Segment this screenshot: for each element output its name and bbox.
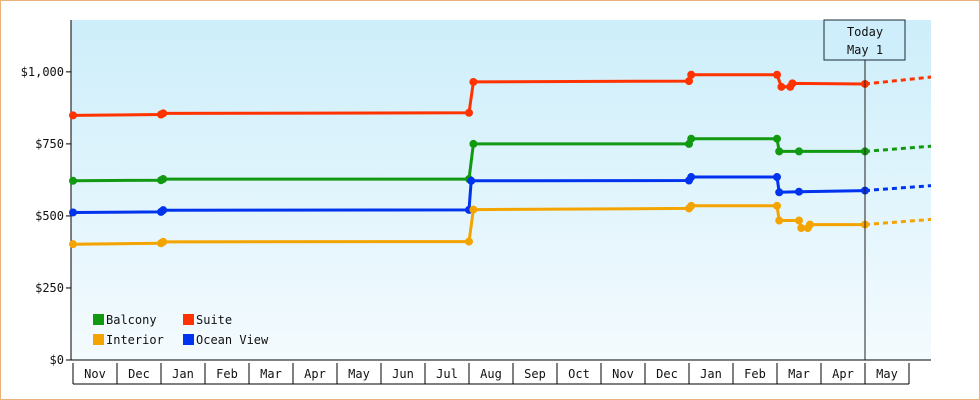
data-point-interior bbox=[806, 220, 814, 229]
x-tick-label: Jan bbox=[172, 367, 194, 381]
y-tick-label: $500 bbox=[35, 209, 64, 223]
today-marker: Today May 1 bbox=[823, 19, 906, 360]
data-point-ocean-view bbox=[69, 208, 77, 217]
x-axis: Nov Dec Jan Feb Mar Apr May Jun Jul Aug Sep Oct Nov D… bbox=[71, 359, 931, 385]
y-tick-label: $250 bbox=[35, 281, 64, 295]
data-point-interior bbox=[773, 201, 781, 210]
x-tick-label: Nov bbox=[84, 367, 106, 381]
data-point-suite bbox=[69, 111, 77, 120]
x-tick-label: Mar bbox=[788, 367, 810, 381]
today-box bbox=[823, 19, 906, 61]
x-tick-label: Dec bbox=[128, 367, 150, 381]
x-tick-label: Apr bbox=[832, 367, 854, 381]
legend: Balcony Suite Interior Ocean View bbox=[93, 313, 269, 347]
data-point-ocean-view bbox=[795, 187, 803, 196]
x-tick-label: Oct bbox=[568, 367, 590, 381]
data-point-interior bbox=[469, 205, 478, 214]
legend-swatch-interior bbox=[93, 334, 104, 345]
y-tick-label: $0 bbox=[50, 353, 64, 367]
x-tick-label: Mar bbox=[260, 367, 282, 381]
data-point-suite bbox=[465, 108, 473, 117]
x-tick-label: Aug bbox=[480, 367, 502, 381]
data-point-suite bbox=[773, 70, 781, 79]
legend-swatch-ocean-view bbox=[183, 334, 194, 345]
data-point-suite bbox=[685, 77, 693, 86]
data-point-balcony bbox=[469, 139, 478, 148]
x-tick-label: Jul bbox=[436, 367, 458, 381]
data-point-ocean-view bbox=[775, 188, 784, 197]
legend-swatch-balcony bbox=[93, 314, 104, 325]
data-point-balcony bbox=[687, 134, 696, 143]
data-point-interior bbox=[775, 216, 784, 225]
data-point-interior bbox=[69, 240, 77, 249]
data-point-interior bbox=[465, 237, 473, 246]
legend-label-interior: Interior bbox=[106, 333, 164, 347]
data-point-balcony bbox=[159, 175, 168, 184]
data-point-ocean-view bbox=[687, 173, 696, 182]
y-tick-label: $1,000 bbox=[21, 65, 64, 79]
today-date: May 1 bbox=[847, 43, 883, 57]
series-layer bbox=[69, 70, 932, 249]
legend-swatch-suite bbox=[183, 314, 194, 325]
data-point-suite bbox=[469, 77, 478, 86]
x-tick-label: Sep bbox=[524, 367, 546, 381]
data-point-balcony bbox=[795, 147, 803, 156]
x-tick-label: May bbox=[348, 367, 370, 381]
forecast-line-interior bbox=[864, 217, 932, 227]
x-tick-label: May bbox=[876, 367, 898, 381]
y-axis: $0 $250 $500 $750 $1,000 bbox=[21, 20, 72, 367]
data-point-interior bbox=[795, 216, 803, 225]
x-tick-label: Dec bbox=[656, 367, 678, 381]
x-tick-label: Feb bbox=[216, 367, 238, 381]
x-tick-label: Feb bbox=[744, 367, 766, 381]
data-point-ocean-view bbox=[467, 176, 476, 185]
forecast-line-ocean-view bbox=[864, 184, 932, 193]
data-point-interior bbox=[797, 224, 806, 233]
y-tick-label: $750 bbox=[35, 137, 64, 151]
data-point-interior bbox=[687, 201, 696, 210]
x-tick-label: Jan bbox=[700, 367, 722, 381]
forecast-line-suite bbox=[864, 75, 932, 86]
forecast-line-balcony bbox=[864, 144, 932, 153]
x-tick-label: Nov bbox=[612, 367, 634, 381]
data-point-suite bbox=[777, 82, 786, 91]
data-point-ocean-view bbox=[773, 173, 781, 182]
plot-background bbox=[71, 20, 931, 360]
data-point-suite bbox=[788, 79, 797, 88]
x-tick-label: Jun bbox=[392, 367, 414, 381]
data-point-ocean-view bbox=[159, 206, 168, 215]
legend-label-balcony: Balcony bbox=[106, 313, 157, 327]
legend-label-suite: Suite bbox=[196, 313, 232, 327]
today-label: Today bbox=[847, 25, 883, 39]
data-point-balcony bbox=[69, 176, 77, 185]
data-point-interior bbox=[159, 237, 168, 246]
data-point-balcony bbox=[773, 134, 781, 143]
data-point-balcony bbox=[775, 147, 784, 156]
x-tick-label: Apr bbox=[304, 367, 326, 381]
data-point-suite bbox=[687, 70, 696, 79]
legend-label-ocean-view: Ocean View bbox=[196, 333, 269, 347]
data-point-suite bbox=[159, 109, 168, 118]
